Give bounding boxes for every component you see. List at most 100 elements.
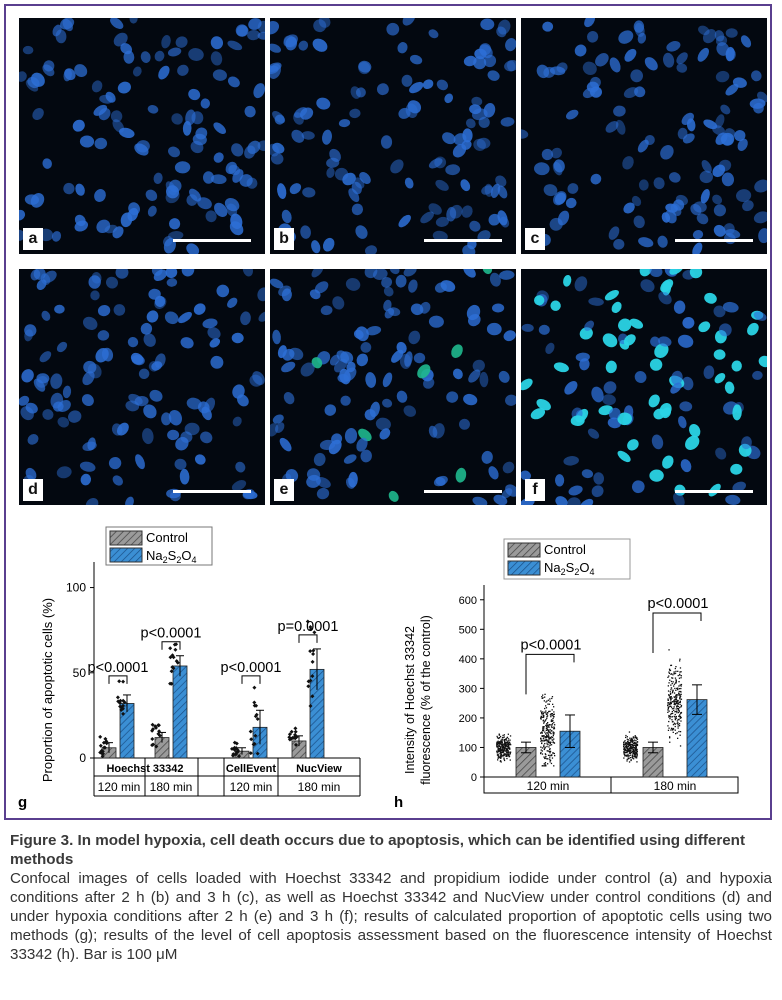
data-point — [545, 753, 547, 756]
nucleus — [693, 201, 707, 213]
nucleus — [650, 336, 661, 347]
nucleus — [758, 228, 767, 244]
nucleus — [113, 304, 126, 316]
data-point — [676, 722, 678, 725]
data-point — [671, 710, 673, 713]
data-point — [679, 674, 681, 676]
data-point — [549, 737, 551, 740]
data-point — [545, 737, 547, 739]
method-label: CellEvent — [226, 763, 276, 775]
data-point — [506, 741, 509, 744]
data-point — [509, 739, 511, 741]
data-point — [499, 737, 501, 739]
data-point — [676, 701, 678, 703]
nucleus — [360, 449, 372, 463]
nucleus — [712, 125, 726, 136]
data-point — [672, 674, 674, 676]
data-point — [499, 754, 502, 756]
nucleus — [543, 66, 556, 78]
data-point — [677, 670, 679, 672]
data-point — [501, 736, 504, 739]
data-point — [672, 701, 674, 703]
data-point — [543, 728, 545, 730]
nucleus — [574, 44, 587, 57]
nucleus — [281, 361, 296, 373]
nucleus — [112, 475, 123, 486]
nucleus — [481, 185, 493, 195]
nucleus — [581, 469, 594, 479]
data-point — [543, 765, 546, 767]
data-point — [679, 706, 681, 709]
nucleus — [689, 269, 703, 279]
data-point — [496, 746, 498, 748]
data-point — [636, 761, 638, 763]
data-point — [628, 750, 630, 753]
nucleus — [309, 289, 321, 300]
data-point — [505, 754, 507, 756]
nucleus — [281, 209, 292, 224]
nucleus — [725, 46, 735, 62]
nucleus — [712, 194, 723, 205]
p-value-annotation: p<0.0001 — [221, 660, 282, 676]
data-point — [626, 743, 628, 746]
nucleus — [79, 135, 95, 148]
data-point — [672, 690, 674, 692]
nucleus — [154, 295, 166, 308]
data-point — [509, 751, 512, 753]
nucleus — [630, 69, 644, 83]
data-point — [675, 679, 677, 682]
data-point — [630, 754, 632, 756]
data-point — [119, 707, 124, 712]
data-point — [676, 696, 678, 698]
data-point — [546, 726, 548, 728]
data-point — [541, 742, 543, 744]
nucleus — [603, 381, 617, 394]
data-point — [121, 711, 126, 716]
nucleus — [340, 351, 354, 364]
legend-swatch-control — [507, 542, 541, 558]
data-point — [674, 698, 676, 701]
data-point — [675, 680, 677, 683]
data-point — [675, 733, 677, 735]
nucleus — [492, 303, 505, 313]
data-point — [626, 750, 628, 752]
data-point — [628, 742, 630, 745]
data-point — [553, 733, 555, 735]
data-point — [670, 729, 672, 731]
data-point — [248, 729, 253, 734]
nucleus — [675, 194, 688, 206]
nucleus — [545, 342, 555, 354]
data-point — [305, 619, 310, 624]
data-point — [672, 728, 675, 730]
data-point — [634, 735, 636, 737]
nucleus — [741, 436, 752, 450]
nucleus — [227, 297, 238, 308]
data-point — [633, 737, 635, 739]
nucleus — [459, 418, 470, 430]
data-point — [673, 699, 675, 702]
data-point — [507, 750, 509, 752]
nucleus — [629, 318, 644, 329]
data-point — [156, 731, 161, 736]
nucleus — [22, 45, 34, 55]
data-point — [678, 701, 680, 704]
data-point — [669, 718, 671, 720]
nucleus — [679, 401, 693, 412]
data-point — [667, 705, 669, 707]
data-point — [671, 728, 673, 730]
data-point — [553, 727, 556, 730]
data-point — [544, 736, 547, 738]
data-point — [675, 717, 677, 719]
data-point — [553, 728, 555, 730]
data-point — [674, 687, 676, 690]
data-point — [679, 703, 681, 705]
nucleus — [99, 94, 113, 104]
data-point — [673, 707, 675, 710]
panel-label-d: d — [23, 479, 43, 501]
data-point — [674, 716, 676, 718]
nucleus — [105, 276, 119, 289]
nucleus — [452, 368, 463, 380]
data-point — [672, 720, 674, 723]
nucleus — [252, 371, 265, 386]
data-point — [117, 679, 122, 684]
